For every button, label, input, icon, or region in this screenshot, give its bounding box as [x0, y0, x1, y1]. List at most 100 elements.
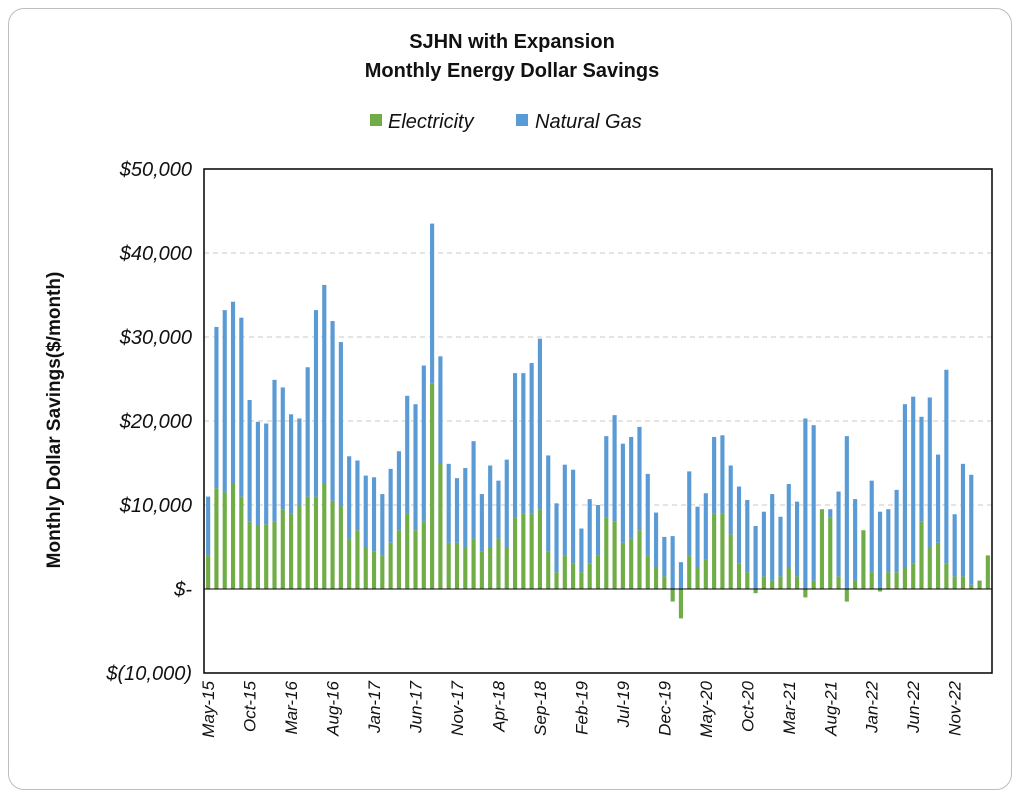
bar-natural-gas [944, 369, 949, 564]
y-tick-label: $(10,000) [105, 663, 192, 685]
bar-natural-gas [264, 423, 269, 525]
legend: Electricity Natural Gas [370, 111, 642, 133]
bar-natural-gas [753, 526, 758, 589]
bar-natural-gas [562, 464, 567, 556]
bar-electricity [985, 555, 990, 589]
bar-natural-gas [479, 494, 484, 552]
bar-electricity [504, 547, 509, 589]
bar-electricity [280, 509, 285, 589]
bar-electricity [645, 555, 650, 589]
bar-electricity [919, 521, 924, 589]
bar-electricity [653, 568, 659, 589]
bar-natural-gas [454, 478, 460, 543]
bar-electricity [960, 576, 966, 589]
bar-natural-gas [720, 435, 725, 514]
bar-natural-gas [786, 484, 791, 568]
bar-electricity [488, 547, 493, 589]
bar-natural-gas [289, 414, 294, 514]
y-tick-label: $50,000 [119, 159, 192, 181]
y-tick-label: $10,000 [119, 495, 192, 517]
bar-natural-gas [844, 436, 849, 589]
bar-natural-gas [504, 459, 509, 547]
bar-natural-gas [629, 436, 634, 539]
bar-natural-gas [778, 516, 783, 577]
bar-natural-gas [803, 418, 808, 589]
x-tick-label: Aug-21 [821, 681, 840, 737]
bar-electricity [247, 521, 252, 589]
bar-natural-gas [712, 436, 717, 514]
x-tick-label: Jun-22 [904, 680, 923, 734]
bar-electricity [521, 513, 526, 589]
bar-natural-gas [380, 494, 385, 556]
bar-natural-gas [488, 465, 493, 547]
bar-electricity [380, 555, 385, 589]
bar-natural-gas [463, 468, 468, 547]
bar-natural-gas [695, 506, 700, 568]
bar-natural-gas [653, 512, 659, 568]
bar-electricity [695, 568, 700, 589]
y-tick-label: $- [173, 579, 192, 601]
bar-electricity [546, 551, 551, 589]
bar-electricity [239, 496, 244, 589]
bar-natural-gas [612, 415, 617, 522]
bar-electricity [330, 500, 335, 589]
bar-electricity [629, 538, 634, 589]
bar-electricity [347, 538, 352, 589]
bar-electricity [537, 509, 543, 589]
bar-electricity [579, 572, 584, 589]
bar-electricity [289, 513, 294, 589]
bar-electricity [255, 526, 260, 589]
bar-natural-gas [430, 223, 435, 384]
bar-electricity [322, 484, 327, 589]
bar-natural-gas [761, 511, 766, 577]
legend-swatch-electricity [370, 114, 382, 126]
bar-electricity [313, 496, 319, 589]
bar-natural-gas [239, 317, 244, 497]
y-tick-label: $30,000 [119, 327, 192, 349]
bar-electricity [853, 580, 858, 589]
bar-natural-gas [620, 443, 625, 543]
bar-electricity [944, 563, 949, 589]
bar-natural-gas [355, 460, 360, 531]
bar-electricity [604, 517, 609, 589]
bar-electricity [297, 505, 302, 589]
bar-natural-gas [670, 536, 675, 589]
x-tick-label: Jan-17 [365, 680, 384, 734]
bar-electricity [886, 572, 891, 589]
bar-electricity [338, 505, 343, 589]
bar-electricity [936, 542, 941, 589]
bar-natural-gas [869, 480, 874, 573]
bar-electricity [778, 576, 783, 589]
bar-natural-gas [728, 465, 733, 535]
x-tick-label: May-15 [199, 680, 218, 737]
bar-electricity [662, 576, 667, 589]
legend-label-natural-gas: Natural Gas [535, 111, 642, 133]
bar-natural-gas [438, 356, 443, 463]
bar-natural-gas [421, 365, 426, 522]
bar-natural-gas [637, 426, 642, 531]
bar-natural-gas [496, 480, 501, 539]
bar-natural-gas [371, 477, 377, 552]
y-axis-label: Monthly Dollar Savings($/month) [44, 272, 65, 569]
bar-natural-gas [222, 310, 227, 493]
x-tick-label: Jul-19 [614, 680, 633, 728]
bar-electricity [828, 517, 833, 589]
bar-electricity [371, 551, 377, 589]
chart-card [8, 8, 1012, 790]
bar-natural-gas [322, 284, 327, 484]
bar-natural-gas [927, 397, 932, 547]
bar-electricity [728, 534, 733, 589]
bar-electricity [703, 559, 708, 589]
bar-electricity [446, 542, 451, 589]
bar-electricity [927, 547, 932, 589]
bar-electricity [595, 555, 601, 589]
y-tick-labels: $50,000 $40,000 $30,000 $20,000 $10,000 $- $(1… [105, 159, 192, 685]
bar-electricity [496, 538, 501, 589]
bar-natural-gas [446, 463, 451, 543]
bar-natural-gas [206, 496, 211, 556]
bars [206, 223, 990, 619]
bar-electricity [463, 547, 468, 589]
bar-electricity [869, 572, 874, 589]
bar-electricity [894, 572, 899, 589]
bar-natural-gas [587, 499, 592, 564]
